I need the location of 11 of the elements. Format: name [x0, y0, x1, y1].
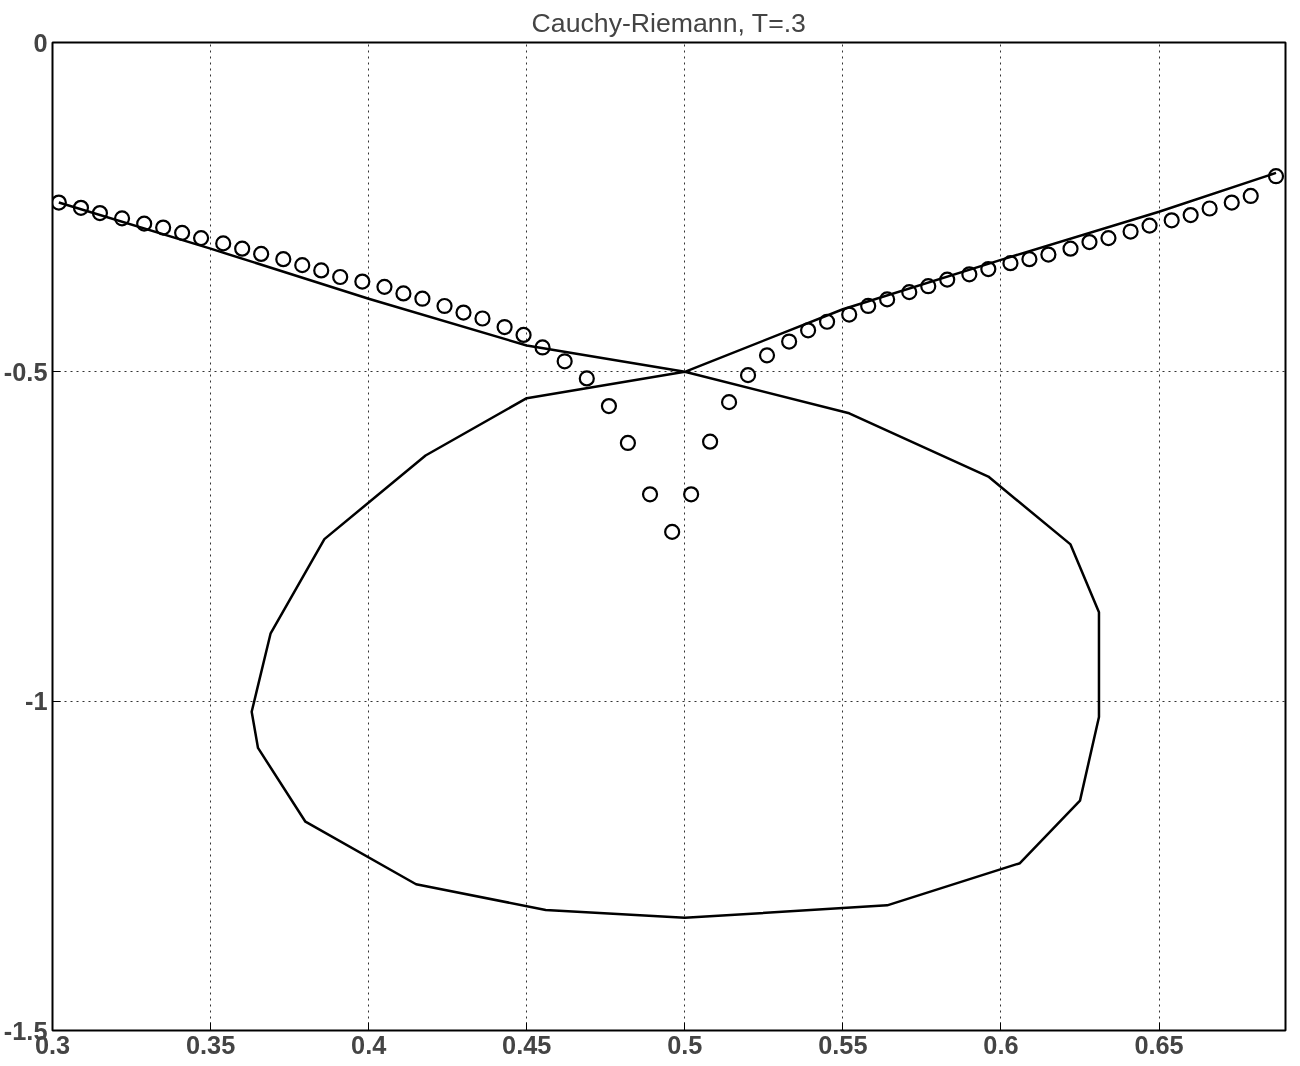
chart-title: Cauchy-Riemann, T=.3 — [531, 7, 806, 38]
x-tick-label: 0.35 — [185, 1030, 236, 1059]
x-tick-label: 0.6 — [983, 1030, 1019, 1059]
x-tick-label: 0.4 — [351, 1030, 387, 1059]
x-tick-label: 0.65 — [1134, 1030, 1184, 1059]
y-tick-label: -0.5 — [3, 357, 48, 386]
x-tick-label: 0.5 — [667, 1030, 703, 1059]
x-tick-label: 0.45 — [502, 1030, 552, 1059]
x-tick-label: 0.55 — [818, 1030, 868, 1059]
y-tick-label: 0 — [33, 28, 48, 57]
y-tick-label: -1 — [24, 687, 48, 716]
